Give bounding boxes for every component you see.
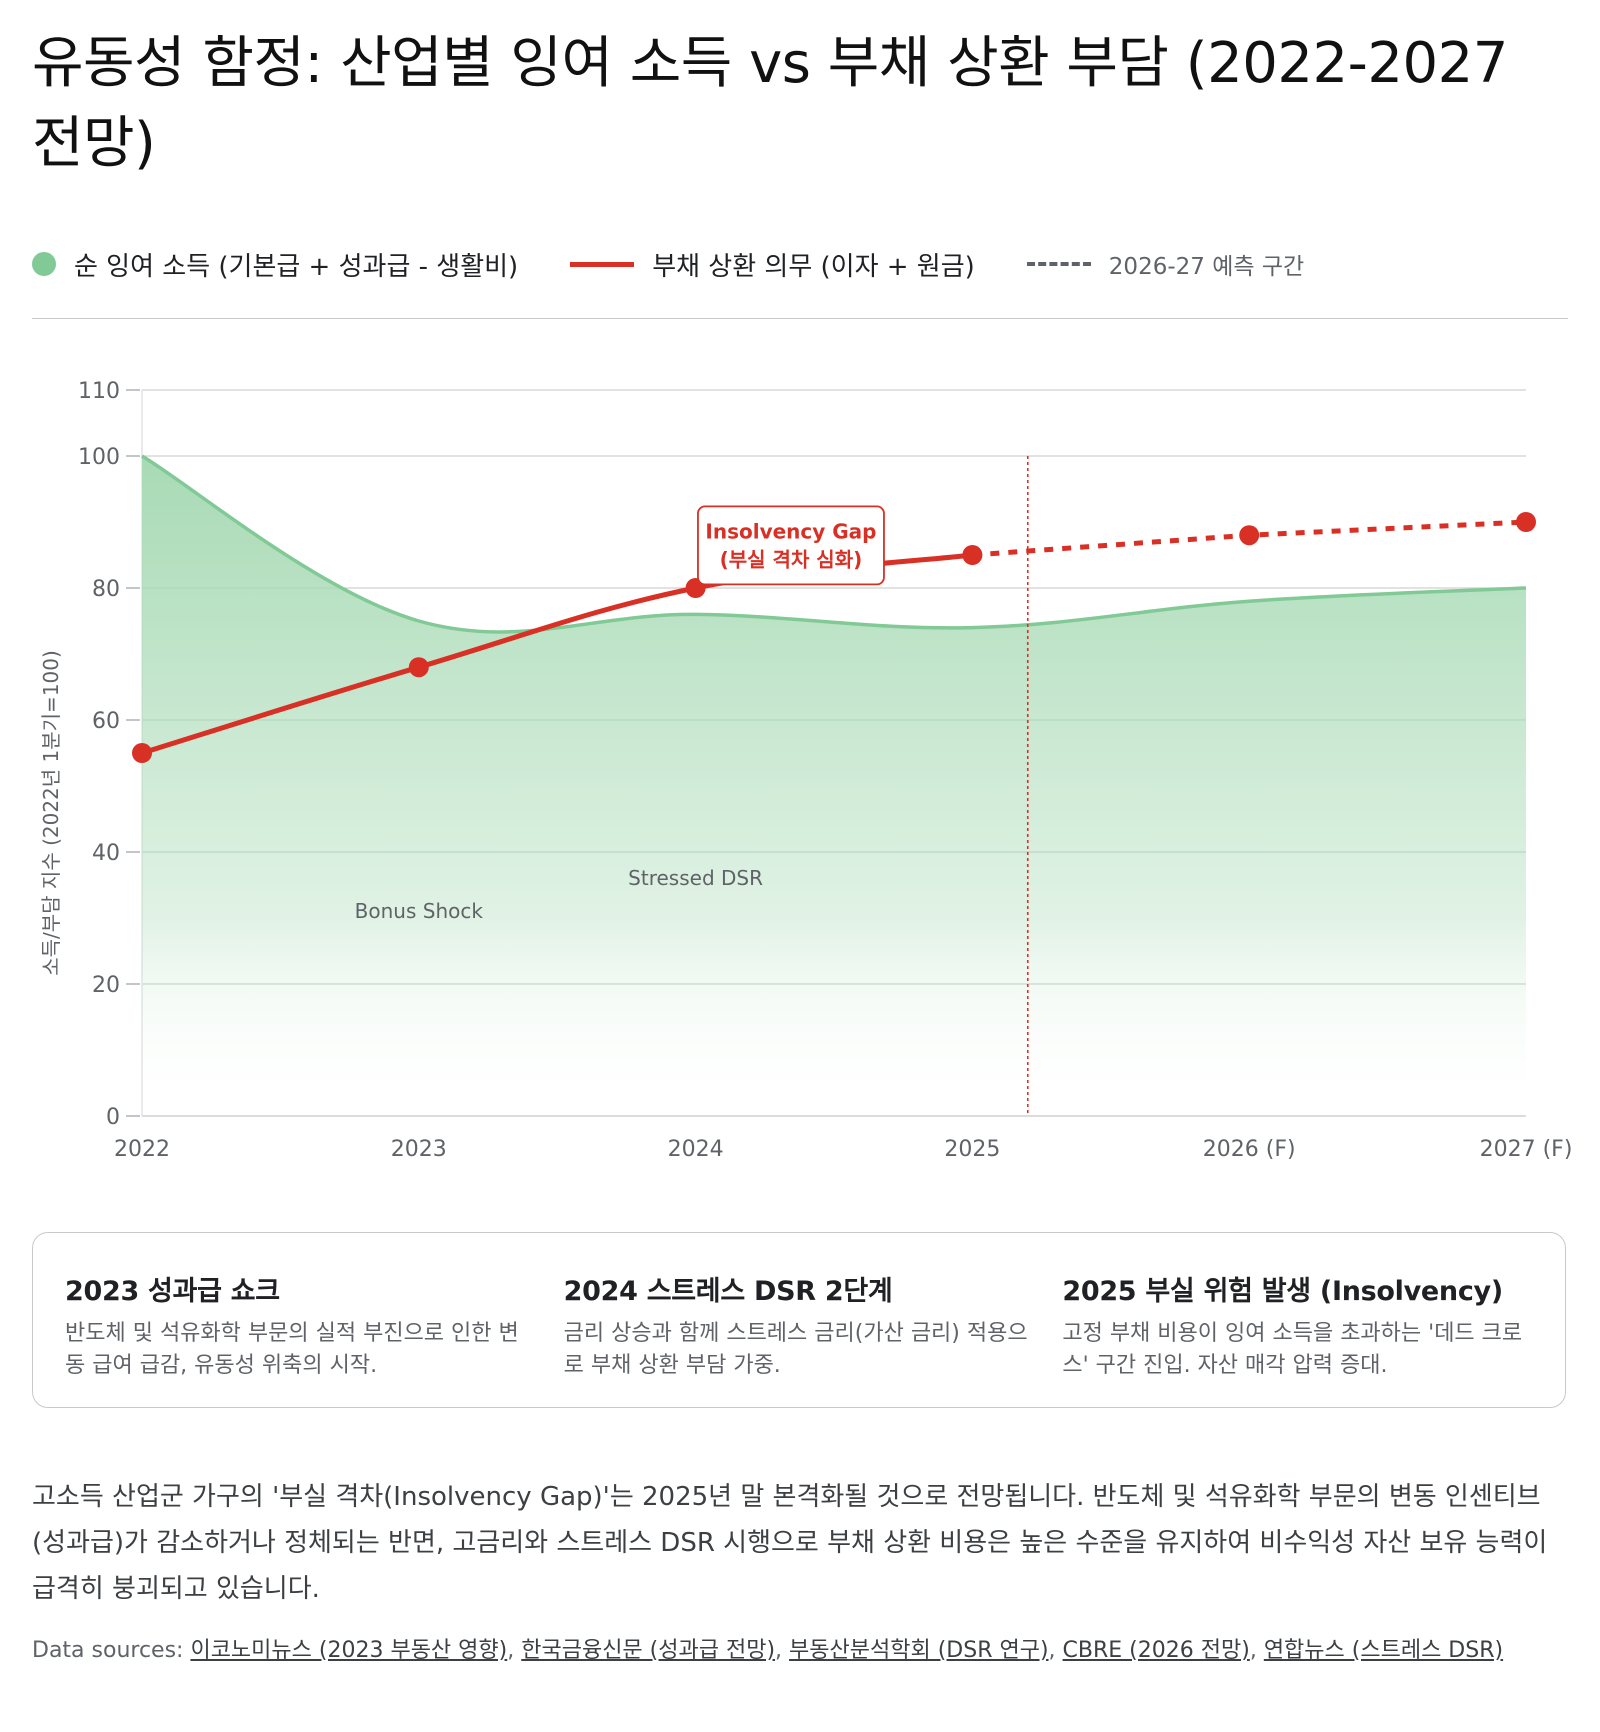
legend-label-income: 순 잉여 소득 (기본급 + 성과급 - 생활비)	[74, 251, 519, 282]
source-link[interactable]: 한국금융신문 (성과급 전망)	[521, 1638, 776, 1663]
legend-swatch-forecast	[1026, 262, 1091, 266]
legend-swatch-debt	[570, 261, 635, 267]
event-card-title: 2025 부실 위험 발생 (Insolvency)	[1062, 1276, 1503, 1307]
y-tick-label: 100	[78, 445, 120, 470]
income-area	[142, 456, 1526, 1116]
y-tick-label: 0	[106, 1105, 120, 1130]
insolvency-callout-subtitle: (부실 격차 심화)	[720, 547, 863, 571]
x-tick-label: 2023	[391, 1137, 447, 1162]
event-card-title: 2024 스트레스 DSR 2단계	[563, 1276, 893, 1307]
insolvency-callout-title: Insolvency Gap	[705, 519, 876, 543]
source-link[interactable]: 부동산분석학회 (DSR 연구)	[789, 1638, 1049, 1663]
x-tick-label: 2027 (F)	[1480, 1137, 1573, 1162]
x-tick-label: 2022	[114, 1137, 170, 1162]
event-card-2025: 2025 부실 위험 발생 (Insolvency) 고정 부채 비용이 잉여 …	[1062, 1269, 1533, 1407]
x-tick-label: 2024	[668, 1137, 724, 1162]
source-link[interactable]: 연합뉴스 (스트레스 DSR)	[1263, 1638, 1504, 1663]
event-card-2024: 2024 스트레스 DSR 2단계 금리 상승과 함께 스트레스 금리(가산 금…	[564, 1269, 1035, 1407]
y-tick-label: 110	[78, 379, 120, 404]
x-tick-label: 2025	[944, 1137, 1000, 1162]
y-axis-title: 소득/부담 지수 (2022년 1분기=100)	[39, 650, 63, 976]
y-tick-label: 80	[92, 577, 120, 602]
event-cards: 2023 성과급 쇼크 반도체 및 석유화학 부문의 실적 부진으로 인한 변동…	[32, 1232, 1566, 1408]
chart-annotation: Bonus Shock	[355, 899, 484, 923]
legend-divider	[32, 318, 1568, 319]
insolvency-callout-box	[697, 505, 885, 586]
x-tick-label: 2026 (F)	[1203, 1137, 1296, 1162]
source-link[interactable]: 이코노미뉴스 (2023 부동산 영향)	[190, 1638, 508, 1663]
y-tick-label: 60	[92, 709, 120, 734]
sources-prefix: Data sources:	[32, 1638, 191, 1663]
event-card-body: 금리 상승과 함께 스트레스 금리(가산 금리) 적용으로 부채 상환 부담 가…	[563, 1321, 1028, 1378]
debt-point	[1516, 512, 1536, 532]
data-sources: Data sources: 이코노미뉴스 (2023 부동산 영향), 한국금융…	[32, 1638, 1504, 1663]
summary-text: 고소득 산업군 가구의 '부실 격차(Insolvency Gap)'는 202…	[32, 1482, 1548, 1604]
debt-point	[132, 743, 152, 763]
legend-label-forecast: 2026-27 예측 구간	[1108, 254, 1305, 280]
legend-swatch-income	[32, 252, 56, 276]
debt-point	[408, 657, 429, 678]
source-link[interactable]: CBRE (2026 전망)	[1062, 1638, 1250, 1663]
y-tick-label: 40	[92, 841, 120, 866]
legend-item-income: 순 잉여 소득 (기본급 + 성과급 - 생활비)	[32, 246, 518, 283]
income-line	[141, 454, 1527, 634]
legend-label-debt: 부채 상환 의무 (이자 + 원금)	[652, 251, 975, 282]
debt-point	[1239, 525, 1260, 546]
event-card-body: 반도체 및 석유화학 부문의 실적 부진으로 인한 변동 급여 급감, 유동성 …	[65, 1321, 519, 1378]
event-card-title: 2023 성과급 쇼크	[65, 1276, 280, 1307]
event-card-body: 고정 부채 비용이 잉여 소득을 초과하는 '데드 크로스' 구간 진입. 자산…	[1062, 1321, 1523, 1378]
legend-item-debt: 부채 상환 의무 (이자 + 원금)	[570, 246, 975, 283]
line-area-chart: 0 20 40 60 80 100 110 소득/부담 지수 (2022년 1분기=100) 2…	[39, 379, 1573, 1162]
legend-item-forecast: 2026-27 예측 구간	[1026, 247, 1305, 281]
chart-legend: 순 잉여 소득 (기본급 + 성과급 - 생활비) 부채 상환 의무 (이자 +…	[32, 244, 1304, 284]
chart-annotation: Stressed DSR	[628, 866, 763, 890]
y-tick-label: 20	[92, 973, 120, 998]
event-card-2023: 2023 성과급 쇼크 반도체 및 석유화학 부문의 실적 부진으로 인한 변동…	[65, 1269, 536, 1407]
debt-point	[962, 545, 983, 565]
page-title: 유동성 함정: 산업별 잉여 소득 vs 부채 상환 부담 (2022-2027…	[32, 31, 1508, 176]
